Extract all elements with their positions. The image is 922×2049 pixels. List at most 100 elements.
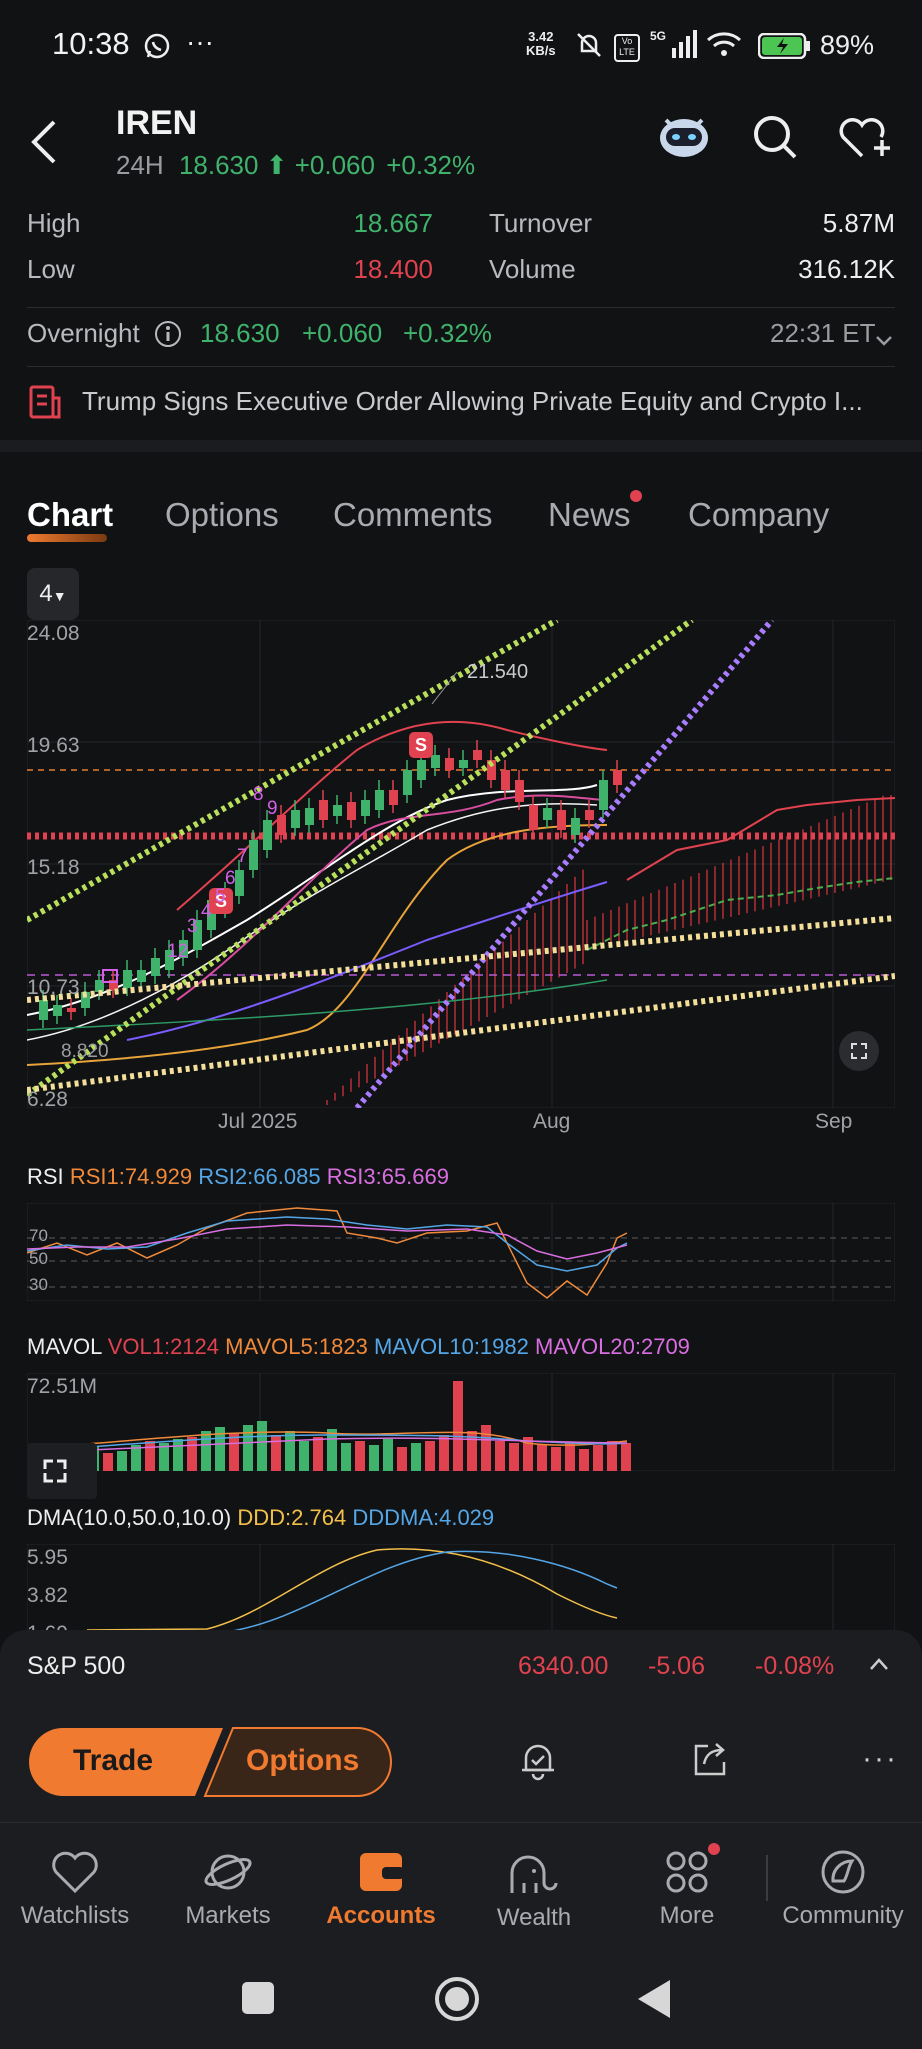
volume-bar — [523, 1437, 533, 1471]
candle-body — [207, 900, 216, 930]
price-alert-bell-icon[interactable] — [518, 1740, 558, 1787]
search-icon[interactable] — [752, 114, 798, 165]
volume-max: 72.51M — [27, 1375, 98, 1398]
index-name: S&P 500 — [27, 1652, 126, 1680]
back-arrow-icon[interactable] — [26, 118, 62, 171]
volume-chart[interactable]: 72.51M — [26, 1372, 896, 1499]
volume-bar — [313, 1437, 323, 1471]
candle-body — [347, 802, 356, 820]
candle-body — [473, 750, 482, 760]
dma-chart[interactable]: 5.95 3.82 1.69 — [27, 1544, 895, 1630]
candle-body — [613, 770, 622, 785]
news-banner[interactable]: Trump Signs Executive Order Allowing Pri… — [0, 372, 922, 432]
index-change: -5.06 — [648, 1652, 705, 1680]
net-speed: 3.42 KB/s — [526, 29, 556, 58]
volume-bar — [453, 1381, 463, 1471]
wifi-icon — [706, 30, 742, 65]
collapse-expand-icon[interactable] — [27, 1443, 97, 1499]
mavol-legend[interactable]: MAVOL VOL1:2124 MAVOL5:1823 MAVOL10:1982… — [27, 1334, 690, 1359]
candle-body — [123, 970, 132, 988]
candle-body — [81, 992, 90, 1008]
battery-icon — [757, 32, 812, 64]
volume-bar — [495, 1441, 505, 1471]
nav-markets[interactable]: Markets — [153, 1849, 303, 1930]
high-annotation: 21.540 — [467, 661, 528, 683]
nav-accounts[interactable]: Accounts — [306, 1849, 456, 1930]
nav-more[interactable]: More — [612, 1849, 762, 1930]
candle-body — [585, 810, 594, 820]
action-bar: Trade Options ··· — [0, 1700, 922, 1822]
nav-wealth[interactable]: Wealth — [459, 1851, 609, 1932]
volume-bar — [579, 1449, 589, 1471]
overnight-row[interactable]: Overnight 18.630 +0.060 +0.32% 22:31 ET — [0, 314, 922, 354]
trade-button[interactable]: Trade — [73, 1744, 154, 1777]
candle-body — [67, 1008, 76, 1012]
candle-body — [235, 870, 244, 896]
rsi-chart-svg — [26, 1202, 896, 1302]
recent-apps-icon[interactable] — [242, 1982, 274, 2014]
volte-icon: Vo LTE — [614, 34, 640, 62]
index-ticker-bar[interactable]: S&P 500 6340.00 -5.06 -0.08% — [0, 1630, 922, 1700]
home-icon[interactable] — [432, 1974, 482, 2029]
candle-body — [263, 820, 272, 850]
period-selector[interactable]: 4▼ — [27, 568, 79, 620]
add-to-watchlist-icon[interactable] — [838, 116, 894, 165]
volume-bar — [481, 1425, 491, 1471]
volume-bar — [537, 1445, 547, 1471]
volume-bar — [215, 1427, 225, 1471]
y-tick: 10.73 — [27, 976, 80, 999]
tab-news[interactable]: News — [548, 496, 631, 533]
candle-body — [487, 760, 496, 780]
volume-bar — [159, 1443, 169, 1471]
news-notification-dot — [630, 490, 642, 502]
candle-body — [137, 970, 146, 982]
price-chart[interactable]: 21.540 8.820 S S 12 3 4 5 6 7 8 9 24.08 19.63 1… — [25, 617, 896, 1111]
volume-bar — [439, 1435, 449, 1471]
share-icon[interactable] — [690, 1740, 730, 1785]
dma-chart-svg — [27, 1544, 895, 1630]
volume-bar — [369, 1445, 379, 1471]
volume-bar — [145, 1441, 155, 1471]
overnight-label: Overnight — [27, 318, 140, 348]
bottom-nav: Watchlists Markets Accounts Wealth More … — [0, 1822, 922, 1953]
battery-percent: 89% — [820, 30, 875, 60]
fullscreen-expand-icon[interactable] — [839, 1031, 879, 1071]
divider — [27, 307, 895, 308]
heart-icon — [52, 1851, 98, 1894]
system-nav-bar — [0, 1952, 922, 2049]
rsi-legend[interactable]: RSI RSI1:74.929 RSI2:66.085 RSI3:65.669 — [27, 1164, 449, 1189]
volume-bar — [467, 1431, 477, 1471]
wallet-icon — [360, 1853, 404, 1891]
tab-company[interactable]: Company — [688, 496, 830, 533]
y-tick: 24.08 — [27, 622, 80, 645]
index-value: 6340.00 — [518, 1652, 609, 1680]
up-arrow-icon: ⬆ — [265, 150, 288, 180]
candle-body — [403, 770, 412, 795]
volume-bar — [509, 1443, 519, 1471]
rsi-chart[interactable]: 70 50 30 — [26, 1202, 896, 1302]
volume-bar — [383, 1439, 393, 1471]
options-button[interactable]: Options — [246, 1744, 360, 1777]
candle-body — [165, 950, 174, 970]
candle-body — [53, 1005, 62, 1016]
volume-bar — [299, 1441, 309, 1471]
overnight-price: 18.630 — [200, 318, 280, 348]
more-options-icon[interactable]: ··· — [862, 1742, 898, 1775]
nav-community[interactable]: Community — [768, 1849, 918, 1930]
chevron-up-icon[interactable] — [868, 1656, 890, 1677]
header-change: +0.060 — [294, 150, 375, 180]
system-back-icon[interactable] — [634, 1978, 674, 2025]
tab-options[interactable]: Options — [165, 496, 279, 533]
grid-icon — [666, 1851, 708, 1893]
volume-bar — [187, 1437, 197, 1471]
robot-assistant-icon[interactable] — [656, 112, 712, 165]
info-icon[interactable] — [154, 320, 182, 355]
dma-tick: 5.95 — [27, 1546, 68, 1569]
low-annotation: 8.820 — [61, 1041, 109, 1062]
tab-comments[interactable]: Comments — [333, 496, 493, 533]
tab-chart[interactable]: Chart — [27, 496, 114, 533]
rsi-level: 50 — [29, 1249, 48, 1268]
dma-legend[interactable]: DMA(10.0,50.0,10.0) DDD:2.764 DDDMA:4.02… — [27, 1505, 495, 1530]
nav-watchlists[interactable]: Watchlists — [0, 1849, 150, 1930]
